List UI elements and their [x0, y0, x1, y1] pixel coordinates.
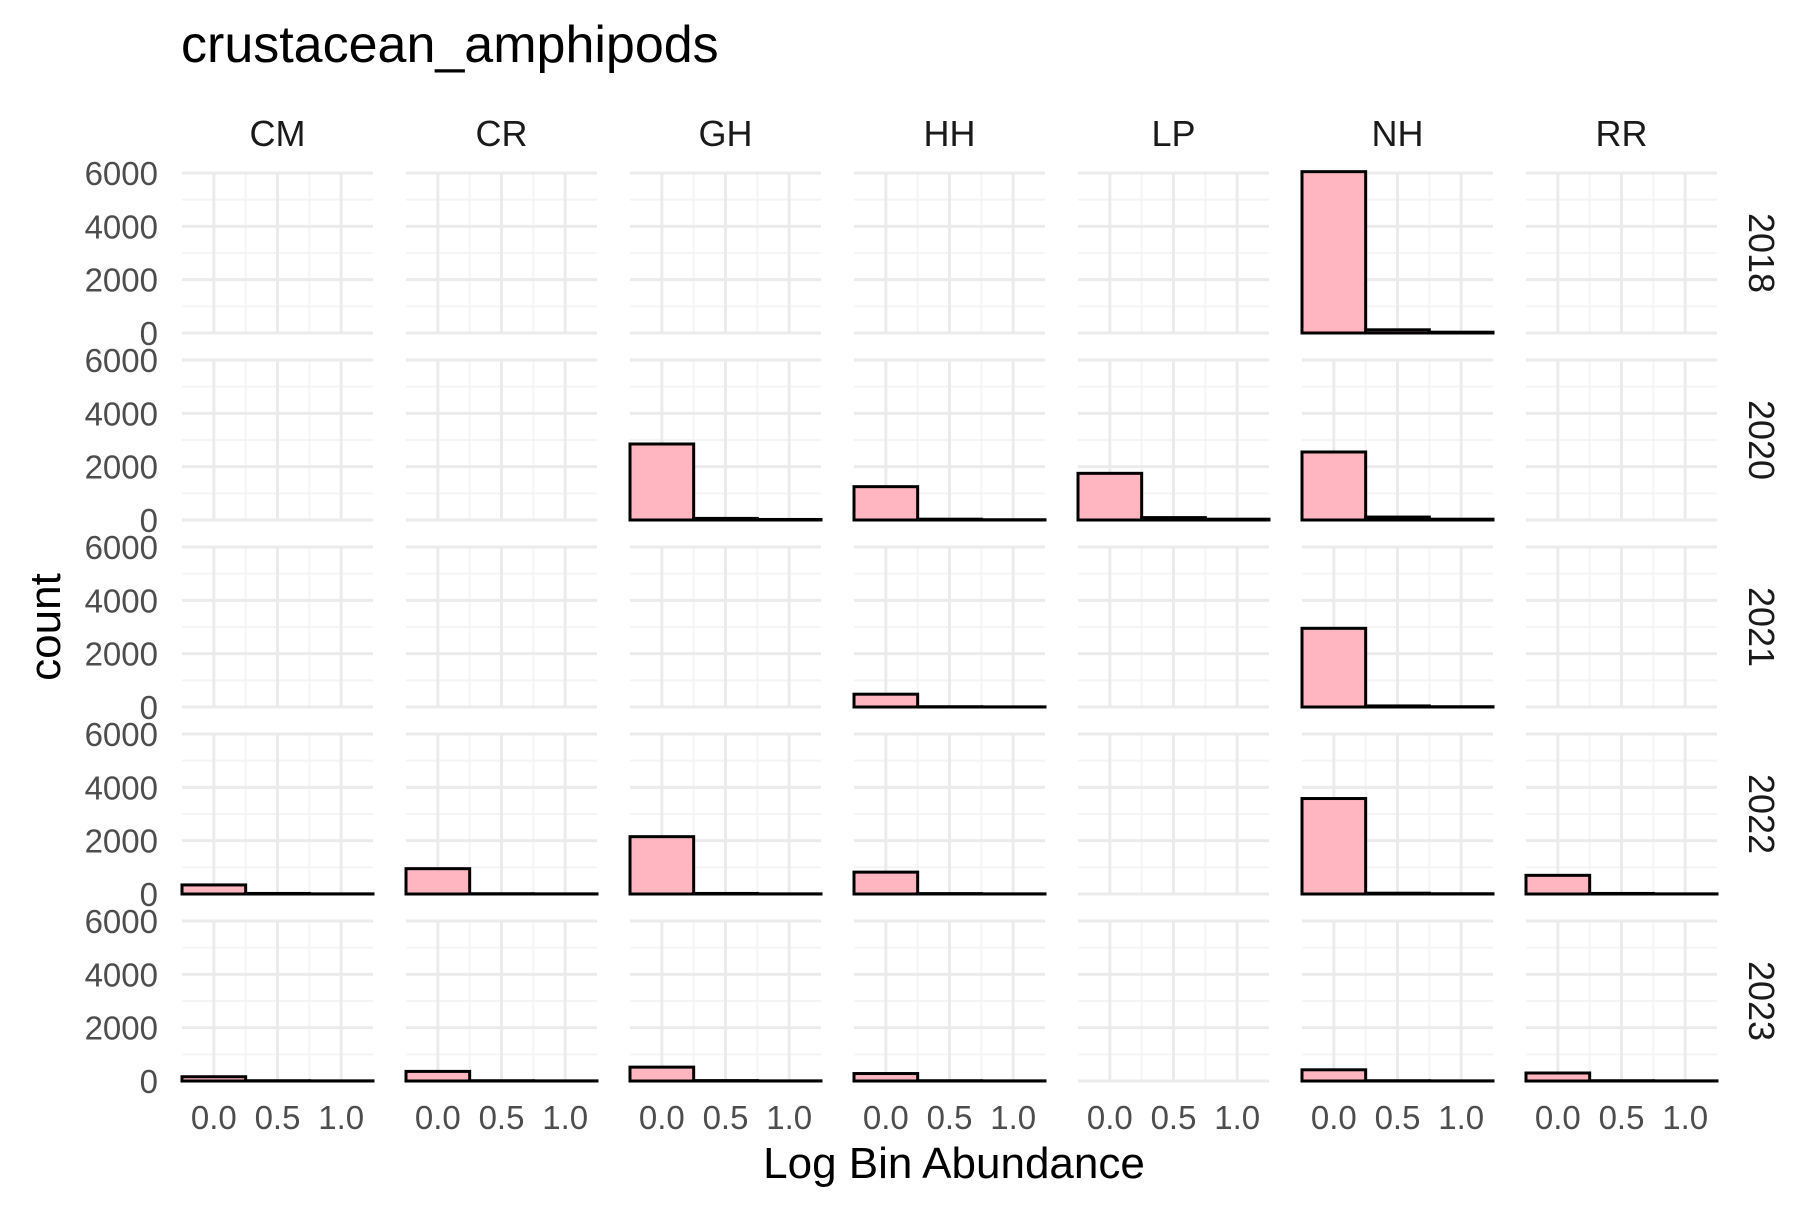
x-tick-label: 1.0	[318, 1099, 364, 1136]
histogram-bar-LP-2020-bin-1	[1142, 518, 1206, 520]
y-tick-label: 4000	[85, 769, 158, 806]
x-tick-label: 0.5	[1151, 1099, 1197, 1136]
facet-column-label-CR: CR	[476, 113, 528, 154]
histogram-bar-NH-2018-bin-0	[1302, 172, 1366, 333]
histogram-bar-CM-2022-bin-0	[182, 885, 246, 894]
facet-row-label-2020: 2020	[1741, 400, 1782, 480]
histogram-bar-CR-2023-bin-0	[406, 1071, 470, 1081]
x-tick-label: 0.5	[1599, 1099, 1645, 1136]
histogram-bar-LP-2020-bin-0	[1078, 473, 1142, 520]
x-tick-label: 0.5	[255, 1099, 301, 1136]
x-tick-label: 1.0	[990, 1099, 1036, 1136]
y-tick-label: 2000	[85, 636, 158, 673]
facet-column-label-CM: CM	[250, 113, 306, 154]
y-tick-label: 2000	[85, 823, 158, 860]
histogram-bar-CM-2022-bin-1	[246, 893, 310, 894]
facet-column-label-RR: RR	[1596, 113, 1648, 154]
histogram-bar-NH-2022-bin-1	[1366, 893, 1430, 894]
x-tick-label: 0.0	[1535, 1099, 1581, 1136]
histogram-bar-HH-2022-bin-0	[854, 872, 918, 894]
x-tick-label: 1.0	[766, 1099, 812, 1136]
histogram-bar-GH-2022-bin-0	[630, 837, 694, 894]
histogram-bar-HH-2020-bin-1	[918, 519, 982, 520]
chart-title: crustacean_amphipods	[181, 16, 719, 74]
histogram-bar-RR-2022-bin-0	[1526, 875, 1590, 894]
x-tick-label: 0.0	[639, 1099, 685, 1136]
histogram-bar-NH-2021-bin-1	[1366, 706, 1430, 707]
histogram-bar-CM-2023-bin-0	[182, 1077, 246, 1081]
y-tick-label: 6000	[85, 716, 158, 753]
histogram-bar-GH-2020-bin-1	[694, 518, 758, 520]
y-tick-label: 4000	[85, 582, 158, 619]
y-tick-label: 6000	[85, 529, 158, 566]
facet-column-label-NH: NH	[1372, 113, 1424, 154]
facet-row-label-2022: 2022	[1741, 774, 1782, 854]
histogram-bar-NH-2023-bin-0	[1302, 1070, 1366, 1081]
x-tick-label: 0.5	[1375, 1099, 1421, 1136]
x-tick-label: 0.5	[703, 1099, 749, 1136]
y-tick-label: 0	[140, 1063, 158, 1100]
y-tick-label: 2000	[85, 262, 158, 299]
histogram-bar-RR-2022-bin-1	[1590, 893, 1654, 894]
histogram-bar-HH-2021-bin-0	[854, 694, 918, 707]
histogram-bar-LP-2020-bin-2	[1205, 519, 1269, 520]
y-tick-label: 2000	[85, 1010, 158, 1047]
histogram-bar-NH-2020-bin-2	[1429, 519, 1493, 520]
histogram-bar-NH-2020-bin-1	[1366, 517, 1430, 520]
histogram-bar-HH-2023-bin-0	[854, 1074, 918, 1081]
facet-row-label-2021: 2021	[1741, 587, 1782, 667]
histogram-bar-NH-2020-bin-0	[1302, 452, 1366, 520]
x-tick-label: 1.0	[1214, 1099, 1260, 1136]
x-tick-label: 1.0	[1662, 1099, 1708, 1136]
histogram-bar-NH-2018-bin-2	[1429, 332, 1493, 333]
facet-row-label-2018: 2018	[1741, 213, 1782, 293]
histogram-bar-NH-2018-bin-1	[1366, 330, 1430, 333]
histogram-bar-GH-2020-bin-0	[630, 444, 694, 520]
x-tick-label: 0.0	[1087, 1099, 1133, 1136]
x-tick-label: 0.0	[191, 1099, 237, 1136]
x-axis-title: Log Bin Abundance	[763, 1139, 1145, 1188]
histogram-bar-NH-2021-bin-0	[1302, 628, 1366, 707]
facet-column-label-LP: LP	[1151, 113, 1195, 154]
y-tick-label: 6000	[85, 155, 158, 192]
histogram-bar-NH-2022-bin-0	[1302, 799, 1366, 894]
y-tick-label: 2000	[85, 449, 158, 486]
histogram-bar-GH-2020-bin-2	[757, 519, 821, 520]
x-tick-label: 1.0	[1438, 1099, 1484, 1136]
x-tick-label: 0.0	[863, 1099, 909, 1136]
x-tick-label: 0.5	[479, 1099, 525, 1136]
y-axis-title: count	[21, 573, 70, 681]
y-tick-label: 4000	[85, 956, 158, 993]
histogram-bar-CR-2022-bin-0	[406, 869, 470, 894]
y-tick-label: 6000	[85, 342, 158, 379]
histogram-bar-RR-2023-bin-0	[1526, 1073, 1590, 1081]
x-tick-label: 0.0	[415, 1099, 461, 1136]
histogram-bar-HH-2020-bin-0	[854, 487, 918, 520]
y-tick-label: 6000	[85, 903, 158, 940]
facet-column-label-HH: HH	[924, 113, 976, 154]
x-tick-label: 0.5	[927, 1099, 973, 1136]
histogram-bar-GH-2023-bin-0	[630, 1067, 694, 1081]
histogram-bar-GH-2022-bin-1	[694, 893, 758, 894]
y-tick-label: 4000	[85, 395, 158, 432]
y-tick-label: 4000	[85, 208, 158, 245]
x-tick-label: 0.0	[1311, 1099, 1357, 1136]
facet-column-label-GH: GH	[699, 113, 753, 154]
facet-row-label-2023: 2023	[1741, 961, 1782, 1041]
x-tick-label: 1.0	[542, 1099, 588, 1136]
